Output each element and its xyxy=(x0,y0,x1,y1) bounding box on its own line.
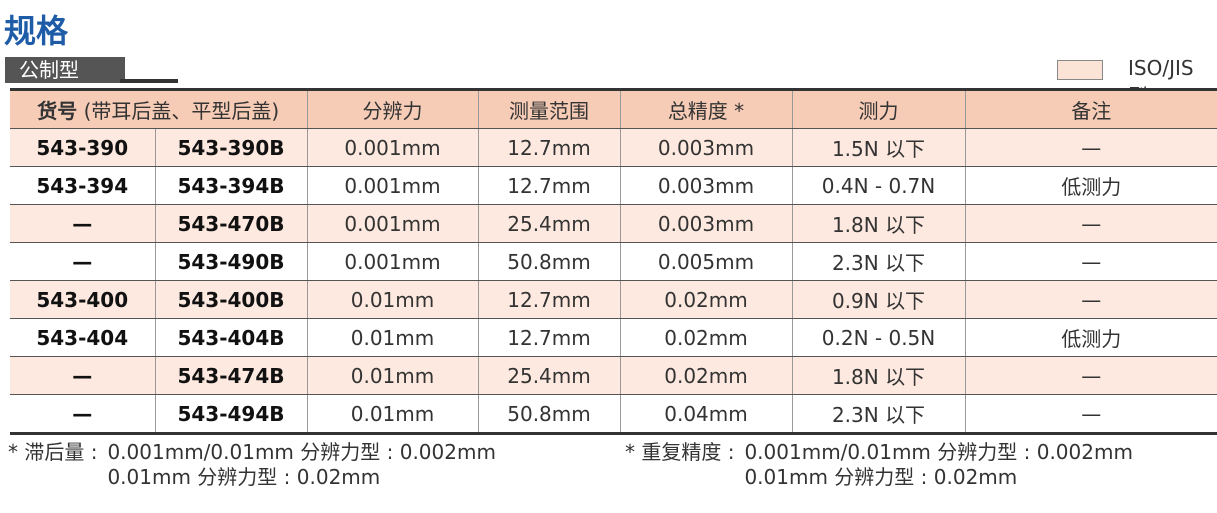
footnote-label: * 滞后量 : xyxy=(8,440,98,464)
cell: 0.003mm xyxy=(619,128,792,167)
footnote-line: 0.01mm 分辨力型 : 0.02mm xyxy=(107,465,381,489)
cell: 1.8N 以下 xyxy=(791,204,965,243)
footnote: * 滞后量 : 0.001mm/0.01mm 分辨力型 : 0.002mm 0.01… xyxy=(8,440,496,490)
table-row: —543-474B 0.01mm 25.4mm 0.02mm 1.8N 以下 — xyxy=(10,356,1217,395)
cell: — xyxy=(964,204,1217,243)
legend-swatch xyxy=(1057,60,1103,80)
footnote-line: 0.001mm/0.01mm 分辨力型 : 0.002mm xyxy=(744,440,1133,464)
column-header: 分辨力 xyxy=(306,89,478,129)
cell: 0.01mm xyxy=(306,318,478,357)
cell: 0.001mm xyxy=(306,242,478,281)
cell: 0.2N - 0.5N xyxy=(791,318,965,357)
cell: 12.7mm xyxy=(477,280,620,319)
table-row: 543-390 543-390B 0.001mm 12.7mm 0.003mm 1.5N … xyxy=(10,128,1217,167)
column-header: 备注 xyxy=(964,89,1217,129)
cell: 50.8mm xyxy=(477,394,620,434)
part-header-bold: 货号 xyxy=(37,99,78,123)
cell: — xyxy=(10,394,155,434)
table-row: 543-404 543-404B 0.01mm 12.7mm 0.02mm 0.2N - … xyxy=(10,318,1217,357)
column-header: 测力 xyxy=(791,89,965,129)
column-header: 总精度 * xyxy=(619,89,792,129)
cell: 543-390B xyxy=(154,128,307,167)
cell: 低测力 xyxy=(964,318,1217,357)
cell: 0.001mm xyxy=(306,166,478,205)
column-header: 测量范围 xyxy=(477,89,620,129)
cell: 0.02mm xyxy=(619,280,792,319)
spec-table: 货号 (带耳后盖、平型后盖) 分辨力 测量范围 总精度 * 测力 备注 543-390 5… xyxy=(10,88,1217,435)
cell: 1.5N 以下 xyxy=(791,128,965,167)
cell: 543-494B xyxy=(154,394,307,434)
cell: 543-470B xyxy=(154,204,307,243)
title: 规格 xyxy=(4,12,69,50)
cell: 543-490B xyxy=(154,242,307,281)
cell: 12.7mm xyxy=(477,128,620,167)
cell: 0.02mm xyxy=(619,356,792,395)
footnote: * 重复精度 : 0.001mm/0.01mm 分辨力型 : 0.002mm 0.0… xyxy=(625,440,1133,490)
cell: 543-390 xyxy=(10,128,155,167)
cell: 543-404B xyxy=(154,318,307,357)
table-row: 543-394 543-394B 0.001mm 12.7mm 0.003mm 0.4N … xyxy=(10,166,1217,205)
cell: — xyxy=(10,204,155,243)
header-row: 货号 (带耳后盖、平型后盖) 分辨力 测量范围 总精度 * 测力 备注 xyxy=(10,89,1217,129)
cell: 0.9N 以下 xyxy=(791,280,965,319)
cell: — xyxy=(964,128,1217,167)
footnote-line: 0.01mm 分辨力型 : 0.02mm xyxy=(744,465,1018,489)
cell: — xyxy=(964,394,1217,434)
cell: — xyxy=(964,280,1217,319)
footnote-text: 0.001mm/0.01mm 分辨力型 : 0.002mm 0.01mm 分辨力型… xyxy=(744,440,1133,490)
cell: 12.7mm xyxy=(477,166,620,205)
cell: 0.4N - 0.7N xyxy=(791,166,965,205)
cell: 543-400 xyxy=(10,280,155,319)
cell: 0.001mm xyxy=(306,128,478,167)
part-header: 货号 (带耳后盖、平型后盖) xyxy=(10,89,307,129)
table-row: —543-494B 0.01mm 50.8mm 0.04mm 2.3N 以下 — xyxy=(10,394,1217,434)
cell: — xyxy=(964,356,1217,395)
part-header-note: (带耳后盖、平型后盖) xyxy=(83,99,280,123)
cell: 2.3N 以下 xyxy=(791,394,965,434)
cell: 50.8mm xyxy=(477,242,620,281)
cell: 0.001mm xyxy=(306,204,478,243)
cell: 0.01mm xyxy=(306,394,478,434)
tab-line xyxy=(120,79,178,83)
cell: 25.4mm xyxy=(477,204,620,243)
cell: 0.003mm xyxy=(619,166,792,205)
cell: 12.7mm xyxy=(477,318,620,357)
cell: — xyxy=(964,242,1217,281)
cell: 0.04mm xyxy=(619,394,792,434)
cell: 543-400B xyxy=(154,280,307,319)
cell: — xyxy=(10,356,155,395)
table-row: —543-490B 0.001mm 50.8mm 0.005mm 2.3N 以下 — xyxy=(10,242,1217,281)
table-row: 543-400 543-400B 0.01mm 12.7mm 0.02mm 0.9N 以下… xyxy=(10,280,1217,319)
cell: 0.01mm xyxy=(306,280,478,319)
footnote-label: * 重复精度 : xyxy=(625,440,735,464)
cell: 543-394B xyxy=(154,166,307,205)
cell: — xyxy=(10,242,155,281)
cell: 1.8N 以下 xyxy=(791,356,965,395)
cell: 543-404 xyxy=(10,318,155,357)
cell: 2.3N 以下 xyxy=(791,242,965,281)
footnote-line: 0.001mm/0.01mm 分辨力型 : 0.002mm xyxy=(107,440,496,464)
cell: 543-474B xyxy=(154,356,307,395)
cell: 0.003mm xyxy=(619,204,792,243)
cell: 25.4mm xyxy=(477,356,620,395)
cell: 低测力 xyxy=(964,166,1217,205)
cell: 543-394 xyxy=(10,166,155,205)
cell: 0.02mm xyxy=(619,318,792,357)
cell: 0.005mm xyxy=(619,242,792,281)
cell: 0.01mm xyxy=(306,356,478,395)
subtitle-tab: 公制型 xyxy=(5,57,125,83)
footnote-text: 0.001mm/0.01mm 分辨力型 : 0.002mm 0.01mm 分辨力型… xyxy=(107,440,496,490)
table-row: —543-470B 0.001mm 25.4mm 0.003mm 1.8N 以下 — xyxy=(10,204,1217,243)
